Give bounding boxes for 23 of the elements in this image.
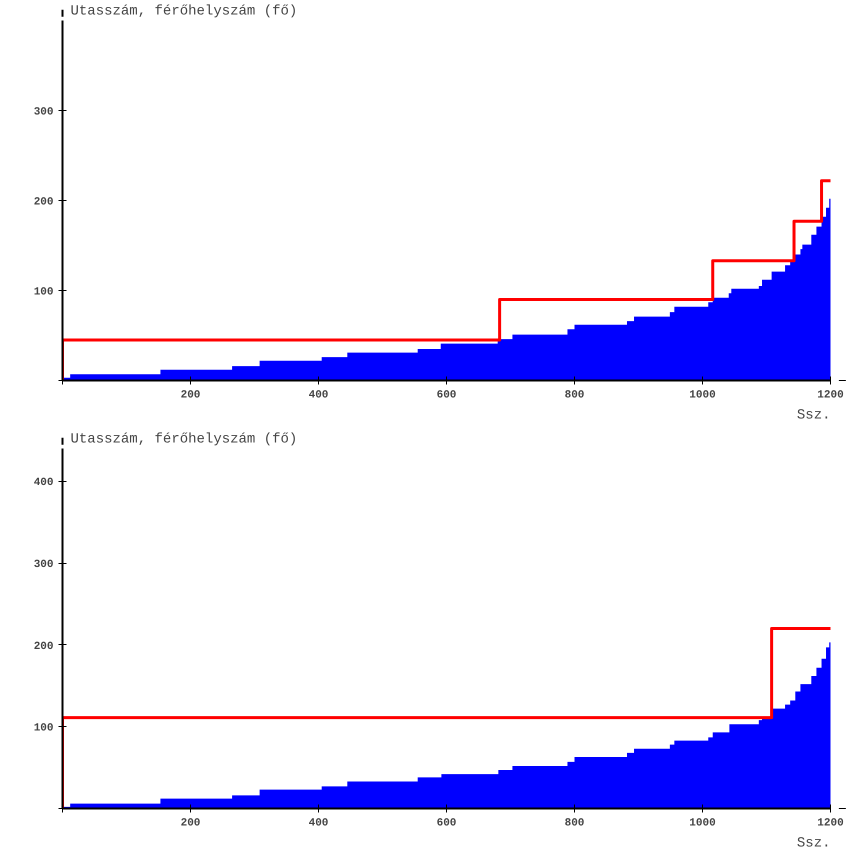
y-axis-title: Utasszám, férőhelyszám (fő) [70,4,298,20]
x-tick-label: 200 [180,390,200,402]
y-tick-label: 300 [34,106,54,118]
x-axis-title: Ssz. [796,836,831,852]
y-tick-label: 100 [34,722,54,735]
y-tick-label: 200 [34,196,54,208]
x-tick-label: 400 [308,390,328,402]
y-axis-title: Utasszám, férőhelyszám (fő) [70,432,298,448]
x-tick-label: 1200 [817,818,844,830]
x-tick-label: 200 [180,818,200,830]
x-tick-label: 400 [308,818,328,830]
y-tick-label: 300 [34,559,54,572]
y-tick-label: 100 [34,286,54,298]
x-axis-title: Ssz. [796,408,831,424]
x-tick-label: 1000 [689,818,716,830]
x-tick-label: 800 [564,390,584,402]
y-tick-label: 400 [34,477,54,490]
x-tick-label: 1200 [817,390,844,402]
x-tick-label: 600 [436,390,456,402]
x-tick-label: 600 [436,818,456,830]
x-tick-label: 800 [564,818,584,830]
y-tick-label: 200 [34,640,54,653]
x-tick-label: 1000 [689,390,716,402]
